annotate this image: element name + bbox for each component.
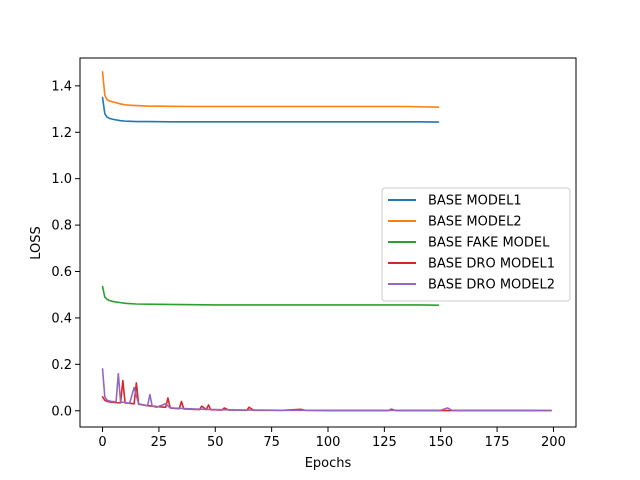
- y-tick-label: 0.8: [51, 219, 72, 234]
- y-axis-ticks: 0.0 0.2 0.4 0.6 0.8 1.0 1.2 1.4: [51, 79, 80, 419]
- y-tick-label: 1.0: [51, 172, 72, 187]
- series-line-base-model1: [101, 96, 440, 123]
- x-tick-label: 25: [151, 435, 168, 450]
- legend-box: [381, 187, 571, 302]
- x-tick-label: 75: [263, 435, 280, 450]
- y-tick-label: 0.4: [51, 311, 72, 326]
- x-tick-label: 50: [207, 435, 224, 450]
- x-axis-ticks: 0 25 50 75 100 125 150 175 200: [98, 427, 566, 450]
- x-tick-label: 150: [428, 435, 453, 450]
- legend: BASE MODEL1 BASE MODEL2 BASE FAKE MODEL BAS…: [381, 187, 571, 302]
- x-axis-label: Epochs: [305, 456, 352, 471]
- legend-label: BASE FAKE MODEL: [428, 236, 550, 251]
- x-tick-label: 100: [316, 435, 341, 450]
- legend-label: BASE DRO MODEL2: [428, 278, 555, 293]
- y-axis-label: LOSS: [29, 226, 44, 260]
- y-tick-label: 0.2: [51, 358, 72, 373]
- series-layer: [101, 71, 553, 412]
- x-tick-label: 0: [98, 435, 106, 450]
- series-line-base-fake-model: [101, 285, 440, 306]
- x-tick-label: 125: [372, 435, 397, 450]
- legend-label: BASE MODEL2: [428, 215, 522, 230]
- y-tick-label: 0.0: [51, 404, 72, 419]
- series-line-base-dro-model1: [101, 379, 553, 412]
- legend-label: BASE MODEL1: [428, 194, 522, 209]
- legend-label: BASE DRO MODEL1: [428, 257, 555, 272]
- series-line-base-dro-model2: [101, 368, 553, 412]
- y-tick-label: 0.6: [51, 265, 72, 280]
- y-tick-label: 1.2: [51, 126, 72, 141]
- x-tick-label: 175: [485, 435, 510, 450]
- y-tick-label: 1.4: [51, 79, 72, 94]
- series-line-base-model2: [101, 71, 440, 108]
- x-tick-label: 200: [541, 435, 566, 450]
